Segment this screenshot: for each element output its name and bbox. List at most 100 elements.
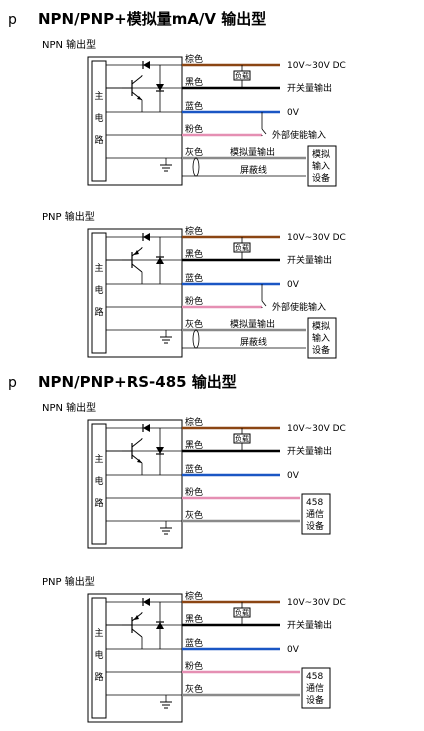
wire-terminal-label: 10V~30V DC — [287, 233, 346, 243]
shield-label: 屏蔽线 — [240, 336, 267, 348]
device-label: 模拟 — [312, 148, 330, 160]
wire-terminal-label: 外部使能输入 — [272, 129, 326, 141]
device-label: 输入 — [312, 332, 330, 344]
device-label: 通信 — [306, 508, 324, 520]
zener-diode-icon — [156, 447, 164, 455]
wire-color-label: 黑色 — [185, 76, 203, 88]
wire-color-label: 粉色 — [185, 123, 203, 135]
wire-color-label: 棕色 — [185, 416, 203, 428]
wire-terminal-label: 开关量输出 — [287, 619, 332, 631]
protection-diode-icon — [142, 598, 150, 606]
section-title: NPN/PNP+模拟量mA/V 输出型 — [38, 10, 266, 28]
protection-diode-icon — [142, 233, 150, 241]
main-circuit-char: 主 — [94, 90, 103, 102]
wire-terminal-label: 0V — [287, 108, 300, 118]
device-label: 设备 — [306, 694, 324, 706]
main-circuit-box — [91, 60, 107, 182]
device-label: 设备 — [306, 520, 324, 532]
rs485-device-box — [301, 667, 331, 709]
wire-terminal-label: 0V — [287, 645, 300, 655]
sensor-box — [87, 56, 183, 186]
main-circuit-box — [91, 423, 107, 545]
main-circuit-char: 路 — [94, 134, 103, 146]
main-circuit-char: 主 — [94, 453, 103, 465]
wire-color-label: 棕色 — [185, 590, 203, 602]
main-circuit-char: 路 — [94, 497, 103, 509]
section-bullet: p — [8, 12, 17, 28]
wire-color-label: 黑色 — [185, 613, 203, 625]
wire-color-label: 黑色 — [185, 248, 203, 260]
device-label: 458 — [306, 672, 323, 682]
main-circuit-char: 路 — [94, 671, 103, 683]
wire-terminal-label: 10V~30V DC — [287, 61, 346, 71]
wire-terminal-label: 0V — [287, 471, 300, 481]
wire-color-label: 灰色 — [185, 146, 203, 158]
wire-terminal-label: 模拟量输出 — [230, 146, 275, 158]
diagram-subtitle: PNP 输出型 — [42, 575, 95, 588]
wire-5: 灰色 模拟量输出 — [182, 146, 306, 160]
diagram-subtitle: NPN 输出型 — [42, 38, 96, 51]
device-label: 设备 — [312, 344, 330, 356]
main-circuit-char: 电 — [94, 649, 103, 661]
section-bullet: p — [8, 375, 17, 391]
section-title: NPN/PNP+RS-485 输出型 — [38, 373, 237, 391]
main-circuit-char: 电 — [94, 112, 103, 124]
wire-color-label: 蓝色 — [185, 100, 203, 112]
device-label: 458 — [306, 498, 323, 508]
wire-terminal-label: 0V — [287, 280, 300, 290]
diagram-subtitle: NPN 输出型 — [42, 401, 96, 414]
wire-color-label: 蓝色 — [185, 272, 203, 284]
wire-1: 棕色 10V~30V DC — [182, 590, 346, 608]
wire-color-label: 粉色 — [185, 660, 203, 672]
sensor-box — [87, 228, 183, 358]
main-circuit-char: 路 — [94, 306, 103, 318]
wire-color-label: 灰色 — [185, 683, 203, 695]
main-circuit-char: 主 — [94, 262, 103, 274]
main-circuit-box — [91, 597, 107, 719]
device-label: 模拟 — [312, 320, 330, 332]
wire-terminal-label: 外部使能输入 — [272, 301, 326, 313]
wire-4: 粉色 — [182, 486, 300, 500]
analog-device-box — [307, 145, 337, 187]
zener-diode-icon — [156, 84, 164, 92]
wire-terminal-label: 10V~30V DC — [287, 598, 346, 608]
wire-terminal-label: 开关量输出 — [287, 82, 332, 94]
wire-terminal-label: 开关量输出 — [287, 445, 332, 457]
wire-terminal-label: 开关量输出 — [287, 254, 332, 266]
wire-terminal-label: 模拟量输出 — [230, 318, 275, 330]
wire-3: 蓝色 0V — [182, 272, 300, 290]
wire-1: 棕色 10V~30V DC — [182, 416, 346, 434]
wire-color-label: 灰色 — [185, 509, 203, 521]
wire-color-label: 粉色 — [185, 486, 203, 498]
wire-color-label: 棕色 — [185, 225, 203, 237]
main-circuit-char: 电 — [94, 284, 103, 296]
wire-5: 灰色 — [182, 683, 300, 697]
wire-color-label: 粉色 — [185, 295, 203, 307]
diagram-subtitle: PNP 输出型 — [42, 210, 95, 223]
wire-5: 灰色 模拟量输出 — [182, 318, 306, 332]
load-label: 负载 — [235, 243, 249, 252]
wire-color-label: 蓝色 — [185, 637, 203, 649]
main-circuit-box — [91, 232, 107, 354]
wire-color-label: 棕色 — [185, 53, 203, 65]
load-label: 负载 — [235, 434, 249, 443]
wire-terminal-label: 10V~30V DC — [287, 424, 346, 434]
rs485-device-box — [301, 493, 331, 535]
protection-diode-icon — [142, 61, 150, 69]
wire-5: 灰色 — [182, 509, 300, 523]
sensor-box — [87, 593, 183, 723]
wire-1: 棕色 10V~30V DC — [182, 225, 346, 243]
